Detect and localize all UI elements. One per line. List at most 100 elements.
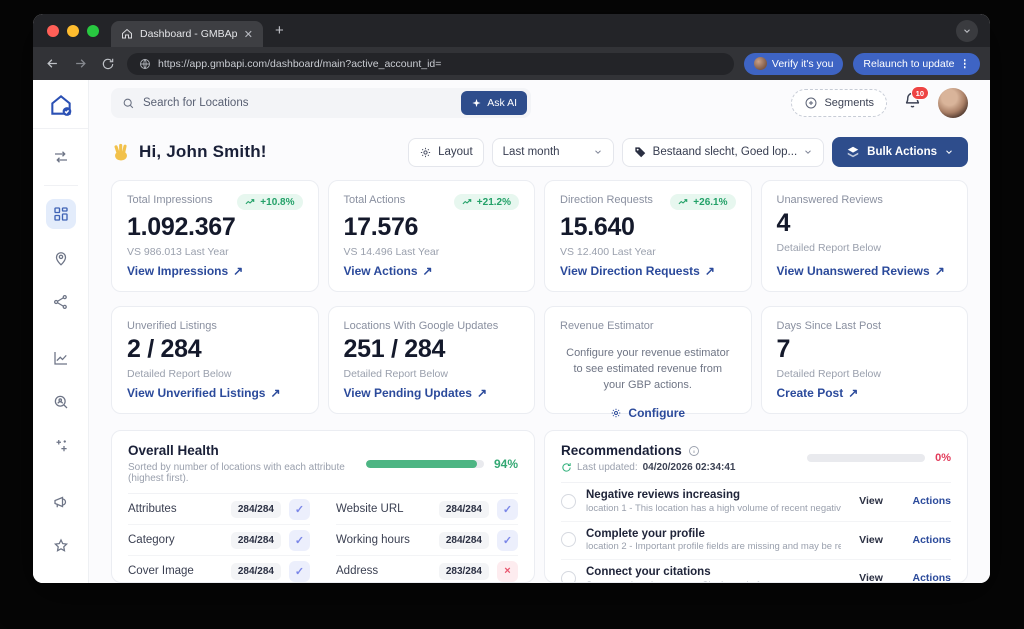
page-title: Hi, John Smith! bbox=[111, 142, 267, 162]
stat-value: 1.092.367 bbox=[127, 213, 236, 241]
stat-card-google-updates: Locations With Google Updates 251 / 284 … bbox=[327, 306, 535, 414]
waving-hand-icon bbox=[111, 142, 131, 162]
stat-card-unverified-listings: Unverified Listings 2 / 284 Detailed Rep… bbox=[111, 306, 319, 414]
stat-subtitle: Detailed Report Below bbox=[776, 242, 881, 254]
notifications-button[interactable]: 10 bbox=[903, 86, 929, 115]
browser-menu-kebab-icon[interactable]: ⋮ bbox=[959, 57, 971, 70]
health-table: Attributes 284/284 ✓ Website URL 284/284… bbox=[128, 494, 518, 582]
maximize-window-button[interactable] bbox=[87, 24, 99, 37]
app-logo[interactable] bbox=[33, 92, 88, 129]
stat-value: 7 bbox=[776, 335, 791, 363]
external-link-icon: ↗ bbox=[476, 386, 488, 400]
sidebar-item-network[interactable] bbox=[46, 287, 76, 317]
view-actions-link[interactable]: View Actions ↗ bbox=[343, 264, 433, 278]
segments-button[interactable]: Segments bbox=[791, 89, 887, 117]
sidebar-item-dashboard[interactable] bbox=[45, 199, 76, 229]
view-direction-requests-link[interactable]: View Direction Requests ↗ bbox=[560, 264, 715, 278]
sidebar-item-audit[interactable] bbox=[46, 387, 76, 417]
location-search-input[interactable]: Search for Locations Ask AI bbox=[111, 88, 531, 118]
bottom-section: Overall Health Sorted by number of locat… bbox=[111, 430, 968, 583]
app-content: Search for Locations Ask AI bbox=[33, 80, 990, 583]
view-button[interactable]: View bbox=[859, 572, 883, 583]
refresh-icon[interactable] bbox=[561, 462, 572, 473]
sidebar-divider bbox=[43, 185, 78, 186]
actions-button[interactable]: Actions bbox=[912, 572, 951, 583]
new-tab-button[interactable]: + bbox=[275, 22, 284, 39]
health-row: Category 284/284 ✓ bbox=[128, 525, 310, 556]
view-impressions-link[interactable]: View Impressions ↗ bbox=[127, 264, 244, 278]
back-button[interactable] bbox=[43, 56, 61, 71]
configure-revenue-link[interactable]: Configure bbox=[560, 406, 736, 420]
recommendation-checkbox[interactable] bbox=[561, 493, 576, 509]
sidebar-item-announcements[interactable] bbox=[46, 487, 76, 517]
stats-row-1: Total Impressions +10.8% 1.092.367 VS 98… bbox=[111, 180, 968, 292]
user-avatar[interactable] bbox=[938, 88, 968, 118]
recommendation-checkbox[interactable] bbox=[561, 570, 576, 582]
tab-search-chevron-button[interactable] bbox=[956, 19, 978, 42]
browser-window: Dashboard - GMBApi ✕ + bbox=[33, 14, 990, 583]
close-window-button[interactable] bbox=[47, 24, 59, 37]
create-post-link[interactable]: Create Post ↗ bbox=[776, 386, 859, 400]
tab-favicon-home-icon bbox=[121, 28, 133, 40]
gear-icon bbox=[419, 146, 432, 159]
health-row: Website URL 284/284 ✓ bbox=[336, 494, 518, 525]
external-link-icon: ↗ bbox=[848, 386, 859, 400]
view-unverified-listings-link[interactable]: View Unverified Listings ↗ bbox=[127, 386, 281, 400]
address-bar[interactable]: https://app.gmbapi.com/dashboard/main?ac… bbox=[127, 52, 734, 75]
view-pending-updates-link[interactable]: View Pending Updates ↗ bbox=[343, 386, 488, 400]
sidebar-group-3 bbox=[33, 330, 88, 474]
sidebar-item-locations[interactable] bbox=[46, 243, 76, 273]
external-link-icon: ↗ bbox=[934, 264, 945, 278]
health-percent: 94% bbox=[493, 456, 518, 471]
recommendations-title: Recommendations bbox=[561, 443, 682, 458]
actions-button[interactable]: Actions bbox=[912, 495, 951, 508]
top-right-controls: Segments 10 bbox=[791, 86, 968, 118]
stat-value: 15.640 bbox=[560, 213, 635, 241]
last-updated-value: 04/20/2026 02:34:41 bbox=[642, 462, 736, 473]
recommendation-item: Negative reviews increasing location 1 -… bbox=[561, 483, 951, 522]
sidebar-item-ai-tools[interactable] bbox=[46, 431, 76, 461]
main-area: Search for Locations Ask AI bbox=[89, 80, 990, 583]
search-icon bbox=[122, 97, 135, 110]
stat-value: 4 bbox=[776, 209, 791, 237]
view-button[interactable]: View bbox=[859, 533, 883, 546]
plus-circle-icon bbox=[804, 96, 818, 110]
overall-health-panel: Overall Health Sorted by number of locat… bbox=[111, 430, 535, 583]
health-subtitle: Sorted by number of locations with each … bbox=[128, 462, 345, 484]
tab-close-icon[interactable]: ✕ bbox=[243, 28, 253, 41]
verify-its-you-button[interactable]: Verify it's you bbox=[743, 52, 844, 75]
relaunch-to-update-button[interactable]: Relaunch to update ⋮ bbox=[853, 52, 980, 75]
reload-button[interactable] bbox=[99, 57, 117, 71]
site-info-globe-icon[interactable] bbox=[139, 58, 151, 70]
view-unanswered-reviews-link[interactable]: View Unanswered Reviews ↗ bbox=[776, 264, 945, 278]
count-badge: 284/284 bbox=[438, 500, 489, 518]
revenue-estimator-description: Configure your revenue estimator to see … bbox=[566, 347, 730, 391]
sidebar-item-transfers[interactable] bbox=[46, 142, 76, 172]
view-button[interactable]: View bbox=[859, 495, 883, 508]
bulk-actions-button[interactable]: Bulk Actions bbox=[832, 137, 968, 167]
browser-tab[interactable]: Dashboard - GMBApi ✕ bbox=[111, 21, 263, 47]
status-badge: ✓ bbox=[289, 498, 310, 520]
layout-button[interactable]: Layout bbox=[408, 137, 484, 167]
actions-button[interactable]: Actions bbox=[912, 533, 951, 546]
sidebar-item-reviews[interactable] bbox=[46, 531, 76, 561]
info-icon[interactable] bbox=[688, 445, 700, 457]
health-row: Working hours 284/284 ✓ bbox=[336, 525, 518, 556]
recommendations-progress-bar bbox=[807, 454, 926, 462]
window-controls[interactable] bbox=[33, 24, 111, 37]
sidebar-item-analytics[interactable] bbox=[46, 343, 76, 373]
stat-subtitle: Detailed Report Below bbox=[776, 368, 881, 380]
segment-filter-select[interactable]: Bestaand slecht, Goed lop... bbox=[621, 137, 825, 167]
minimize-window-button[interactable] bbox=[67, 24, 79, 37]
trend-badge: +10.8% bbox=[237, 194, 303, 210]
status-badge: ✓ bbox=[497, 498, 518, 520]
period-select[interactable]: Last month bbox=[491, 137, 614, 167]
ask-ai-button[interactable]: Ask AI bbox=[461, 91, 527, 115]
forward-button[interactable] bbox=[71, 56, 89, 71]
recommendation-item: Complete your profile location 2 - Impor… bbox=[561, 522, 951, 560]
stat-subtitle: VS 986.013 Last Year bbox=[127, 246, 229, 258]
stat-value: 251 / 284 bbox=[343, 335, 446, 363]
browser-toolbar: https://app.gmbapi.com/dashboard/main?ac… bbox=[33, 47, 990, 80]
recommendation-checkbox[interactable] bbox=[561, 532, 576, 548]
